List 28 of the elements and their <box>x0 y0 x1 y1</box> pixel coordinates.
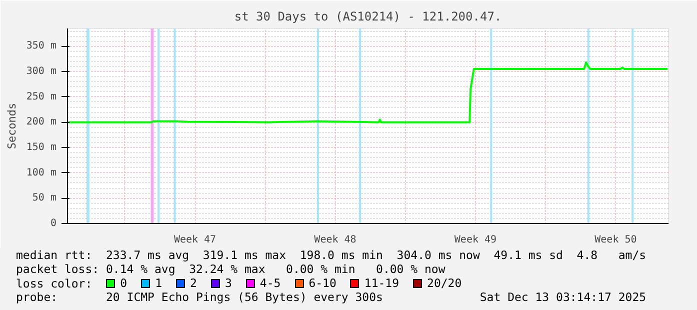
y-axis-title: Seconds <box>5 102 18 150</box>
legend-label: 2 <box>189 276 197 290</box>
legend-label: 11-19 <box>363 276 400 290</box>
y-tick-label: 250 m <box>26 91 57 102</box>
legend-label: 3 <box>224 276 232 290</box>
text: median rtt: 233.7 ms avg 319.1 ms max 198.0 ms min 304.0 ms now 49.1 ms sd 4.8 am/s <box>16 248 646 262</box>
legend-label: 4-5 <box>258 276 281 290</box>
x-tick-label: Week 49 <box>454 234 497 246</box>
x-tick-label: Week 50 <box>594 234 637 246</box>
x-tick-label: Week 47 <box>174 234 216 246</box>
legend-label: 20/20 <box>426 276 462 290</box>
text: Sat Dec 13 03:14:17 2025 <box>480 290 646 304</box>
legend-label: 0 <box>119 276 128 290</box>
y-tick-label: 0 <box>50 218 57 229</box>
chart-title: st 30 Days to (AS10214) - 121.200.47. <box>234 10 502 24</box>
y-tick-label: 200 m <box>26 116 57 128</box>
legend-label: 6-10 <box>308 276 336 290</box>
legend-title: loss color: <box>16 276 92 290</box>
x-tick-label: Week 48 <box>314 234 356 246</box>
y-tick-label: 150 m <box>26 142 57 154</box>
y-tick-label: 100 m <box>26 167 57 178</box>
text: probe: 20 ICMP Echo Pings (56 Bytes) every 300s <box>16 290 383 304</box>
y-tick-label: 350 m <box>26 40 57 52</box>
line-series <box>68 61 668 124</box>
y-tick-label: 300 m <box>26 66 57 78</box>
y-tick-label: 50 m <box>32 192 57 204</box>
text: packet loss: 0.14 % avg 32.24 % max 0.00 % min 0.00 % now <box>16 262 446 276</box>
legend-label: 1 <box>154 276 162 290</box>
